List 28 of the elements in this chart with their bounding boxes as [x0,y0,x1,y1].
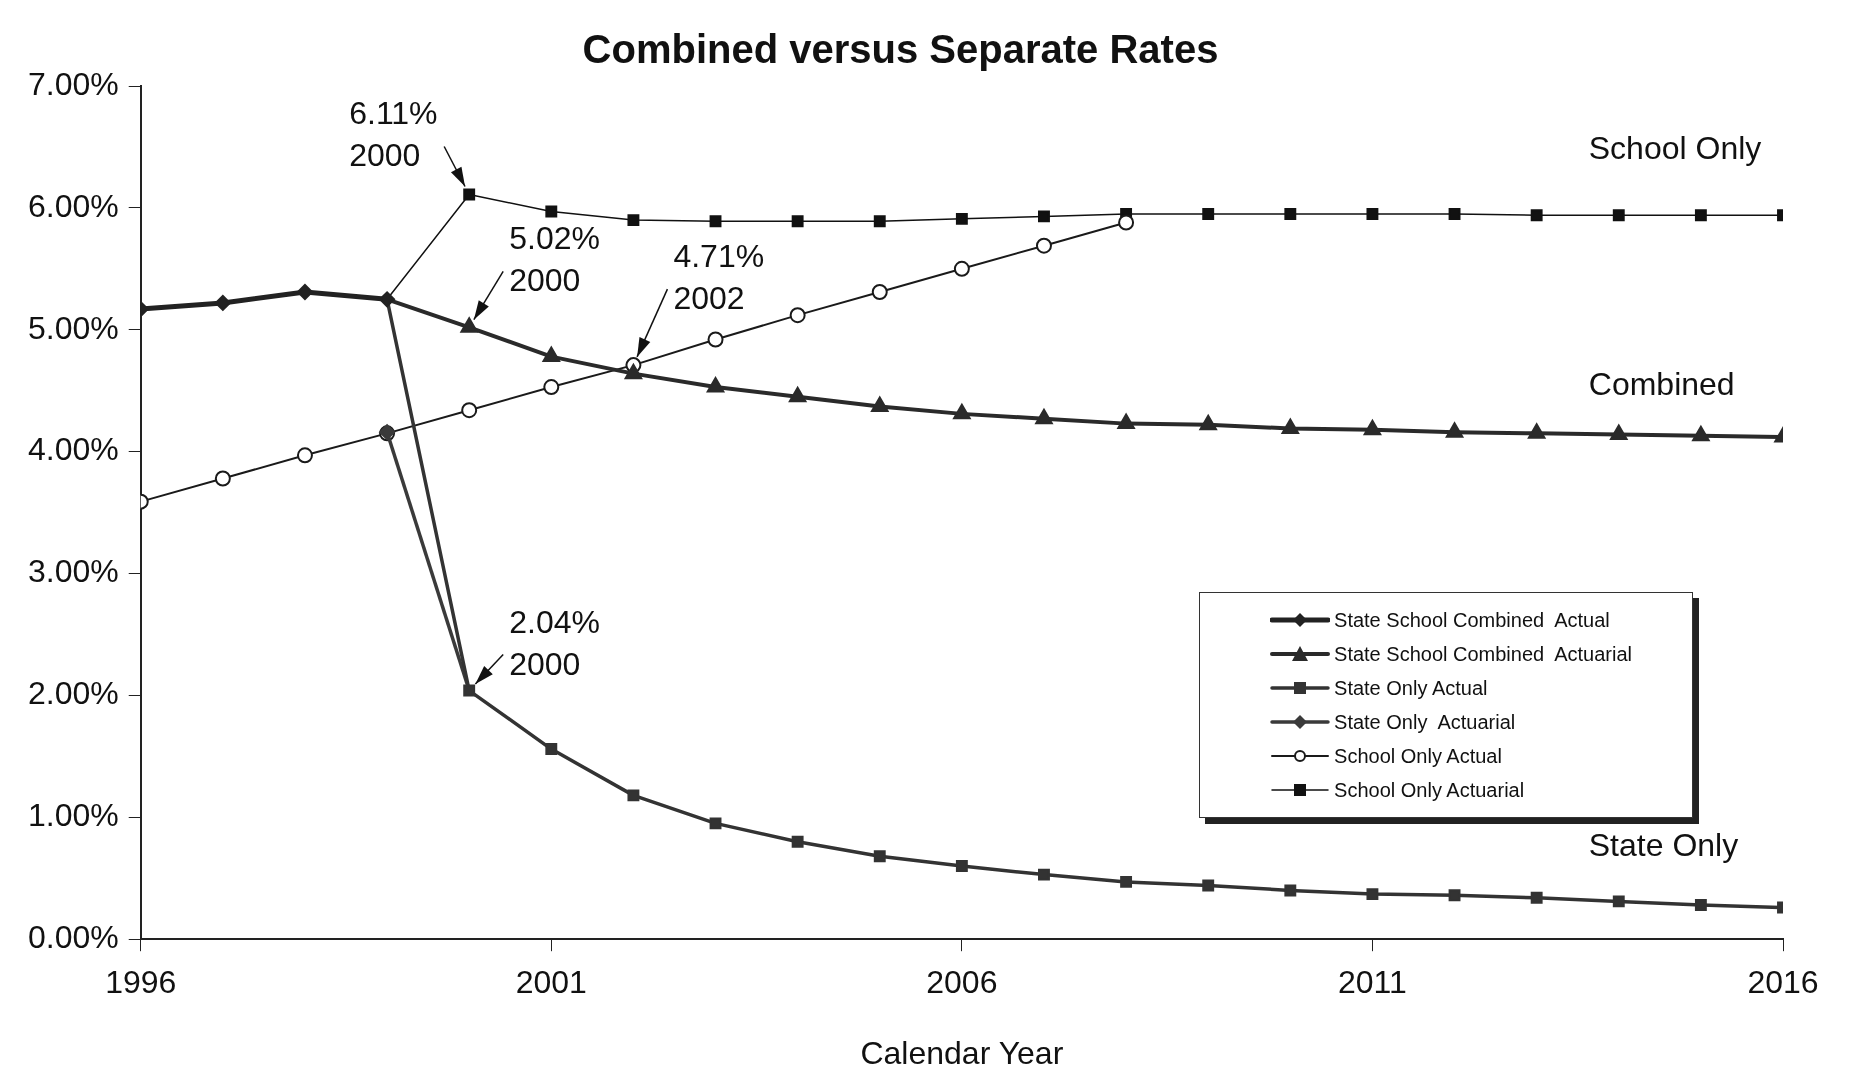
legend-label: State School Combined Actuarial [1334,642,1632,667]
legend-label: State Only Actual [1334,676,1488,701]
x-axis-title: Calendar Year [860,1034,1064,1071]
annotation: Combined [1588,365,1735,402]
annotation: 2.04% 2000 [509,603,600,682]
y-tick-label: 7.00% [28,65,119,102]
x-tick-label: 2011 [1338,964,1407,1001]
x-tick-label: 1996 [105,964,177,1001]
y-tick-label: 1.00% [28,797,119,834]
legend-label: State School Combined Actual [1334,608,1610,633]
y-tick-label: 6.00% [28,187,119,224]
x-tick-label: 2001 [515,964,587,1001]
y-tick-label: 5.00% [28,309,119,346]
x-tick-label: 2006 [926,964,998,1001]
annotation: 5.02% 2000 [509,220,600,299]
y-tick-label: 4.00% [28,431,119,468]
legend-label: School Only Actual [1334,744,1502,769]
y-tick-label: 3.00% [28,553,119,590]
legend-label: State Only Actuarial [1334,710,1516,735]
annotation: 6.11% 2000 [349,95,438,174]
y-tick-label: 2.00% [28,675,119,712]
annotation: 4.71% 2002 [673,238,765,317]
legend-label: School Only Actuarial [1334,778,1525,803]
y-tick-label: 0.00% [28,919,119,956]
x-tick-label: 2016 [1747,964,1819,1001]
chart-title: Combined versus Separate Rates [582,27,1219,72]
annotation: School Only [1588,129,1762,166]
annotation: State Only [1588,827,1739,864]
